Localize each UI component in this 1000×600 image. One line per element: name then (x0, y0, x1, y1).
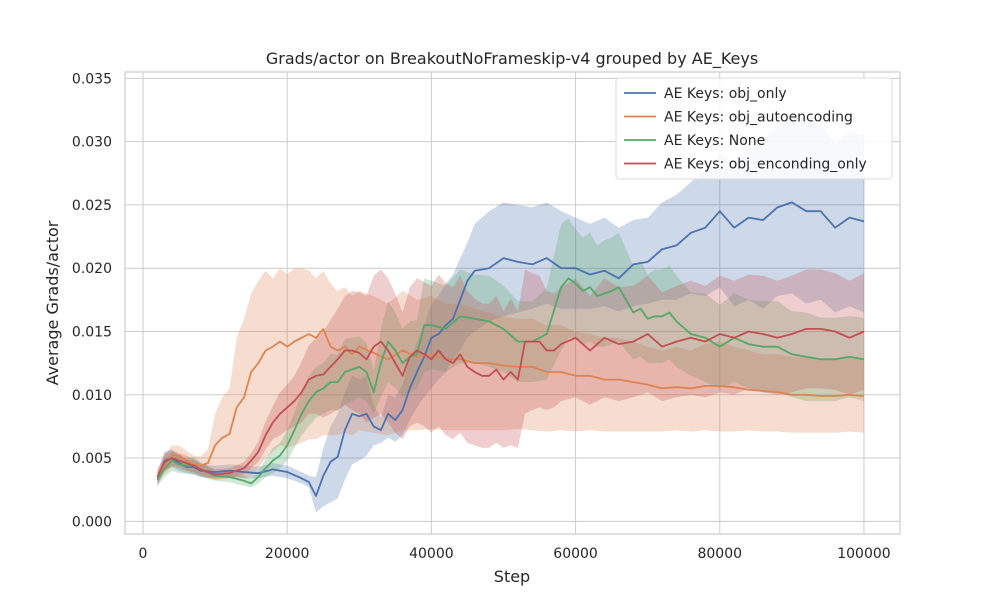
y-tick-label: 0.000 (72, 514, 112, 530)
series-lines (156, 201, 865, 497)
legend-label-0: AE Keys: obj_only (664, 86, 787, 102)
y-tick-label: 0.020 (72, 261, 112, 277)
y-tick-label: 0.005 (72, 451, 112, 467)
series-band-3 (157, 269, 864, 484)
chart-title: Grads/actor on BreakoutNoFrameskip-v4 gr… (266, 49, 758, 69)
x-tick-label: 20000 (265, 546, 310, 562)
x-axis-label: Step (494, 567, 530, 586)
series-band-1 (157, 268, 864, 484)
series-band-2 (157, 218, 864, 488)
legend-box (615, 77, 893, 180)
y-tick-label: 0.015 (72, 324, 112, 340)
series-line-2 (156, 277, 865, 485)
legend-label-3: AE Keys: obj_enconding_only (664, 157, 867, 173)
x-tick-label: 80000 (697, 546, 742, 562)
y-tick-label: 0.025 (72, 198, 112, 214)
series-line-1 (156, 327, 865, 478)
grid (125, 72, 900, 534)
y-axis-ticks: 0.000 0.005 0.010 0.015 0.020 0.025 0.030 0.035 (72, 71, 112, 530)
x-tick-label: 0 (139, 546, 148, 562)
series-band-0 (157, 113, 864, 513)
legend-label-2: AE Keys: None (664, 133, 765, 149)
series-line-3 (156, 327, 865, 478)
confidence-bands (157, 113, 864, 513)
x-axis-ticks: 0 20000 40000 60000 80000 100000 (139, 546, 891, 562)
x-tick-label: 60000 (553, 546, 598, 562)
series-line-0 (156, 201, 865, 497)
x-tick-label: 40000 (409, 546, 454, 562)
y-tick-label: 0.035 (72, 71, 112, 87)
legend: AE Keys: obj_only AE Keys: obj_autoencodi… (615, 77, 893, 180)
y-axis-label: Average Grads/actor (43, 220, 62, 385)
y-tick-label: 0.010 (72, 388, 112, 404)
legend-label-1: AE Keys: obj_autoencoding (664, 110, 853, 126)
x-tick-label: 100000 (837, 546, 890, 562)
y-tick-label: 0.030 (72, 135, 112, 151)
